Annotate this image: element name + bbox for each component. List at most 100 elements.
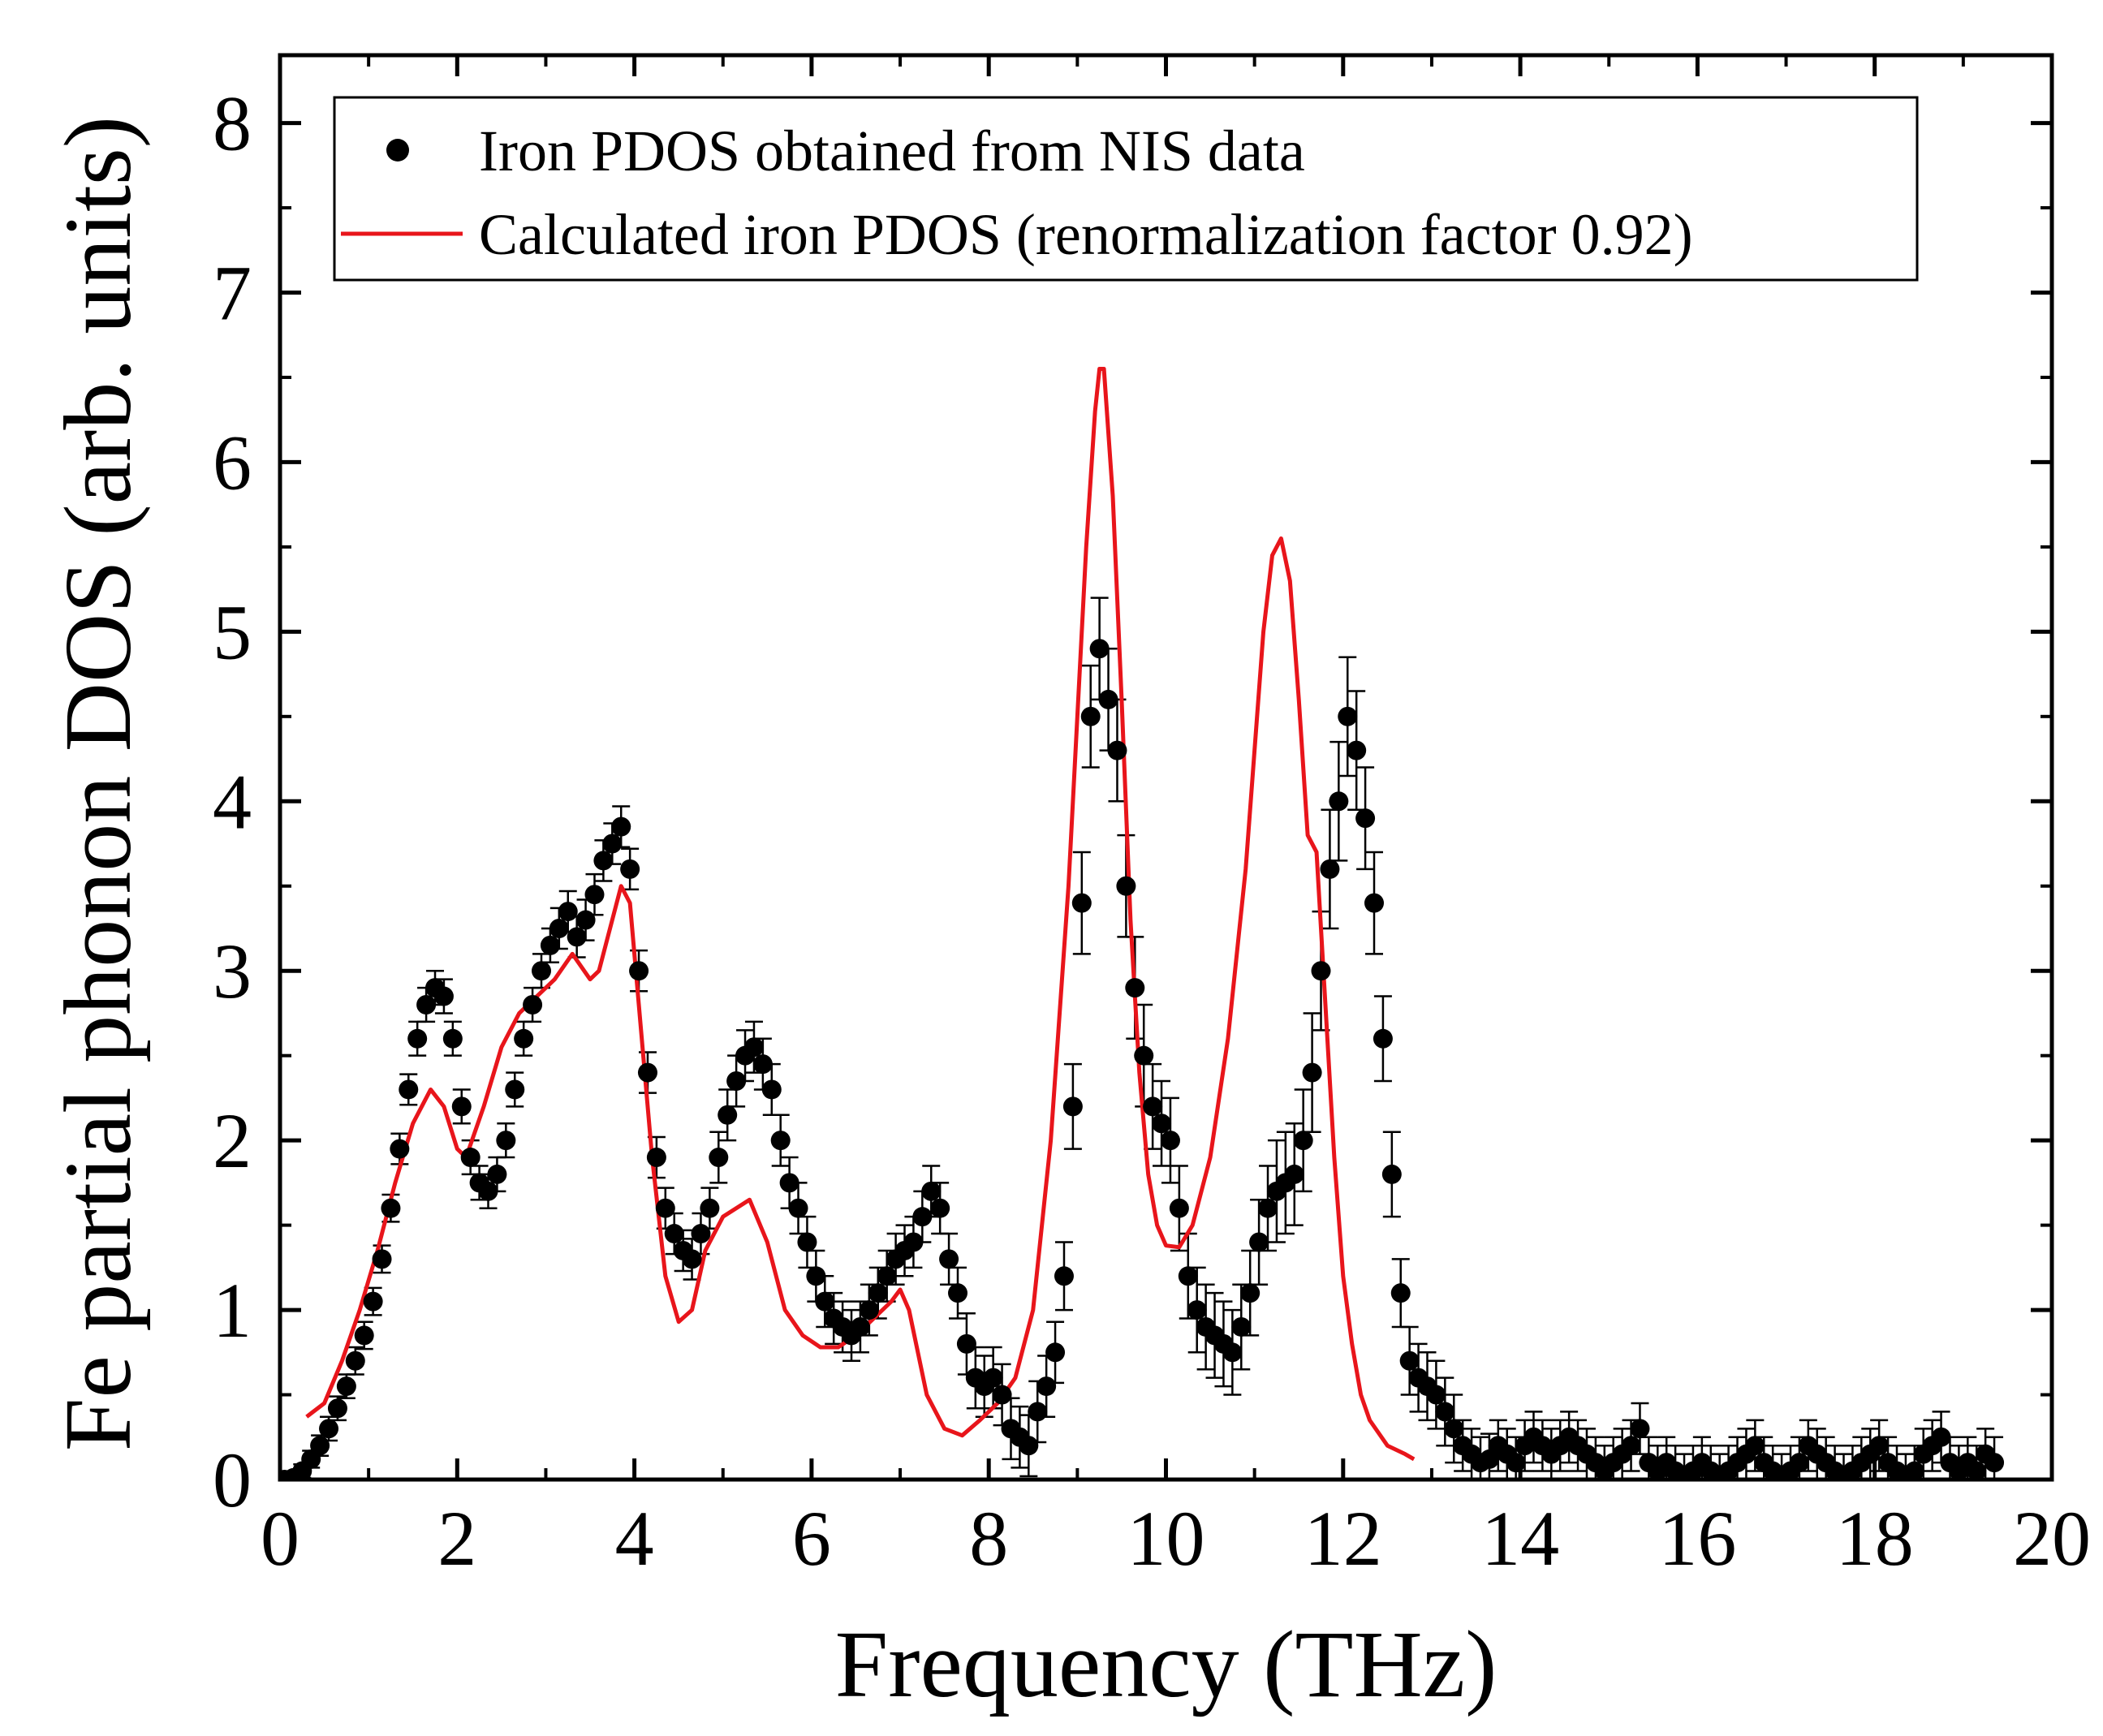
data-point <box>1258 1198 1278 1218</box>
data-point <box>345 1350 365 1371</box>
data-point <box>637 1062 657 1083</box>
data-point <box>1364 893 1385 913</box>
data-point <box>770 1131 791 1151</box>
data-point <box>478 1181 498 1201</box>
data-point <box>868 1283 888 1303</box>
data-point <box>620 859 640 879</box>
data-point <box>549 918 569 938</box>
data-point <box>700 1198 720 1218</box>
data-point <box>567 927 587 947</box>
data-point <box>743 1037 764 1058</box>
data-point <box>451 1096 472 1117</box>
data-point <box>372 1249 392 1269</box>
legend-marker-nis <box>386 139 409 162</box>
data-point <box>593 851 614 871</box>
axis-ticks <box>278 55 2054 1482</box>
data-point <box>1143 1096 1163 1117</box>
data-point <box>442 1028 463 1049</box>
data-point <box>381 1198 401 1218</box>
x-tick-label: 8 <box>969 1495 1008 1582</box>
y-tick-labels: 0 1 2 3 4 5 6 7 8 <box>213 80 252 1523</box>
data-point <box>797 1232 817 1252</box>
data-point <box>726 1071 747 1092</box>
data-point <box>921 1181 942 1201</box>
data-point <box>540 935 560 955</box>
data-point <box>947 1283 967 1303</box>
data-point <box>354 1325 374 1346</box>
data-point <box>1745 1436 1765 1456</box>
data-point <box>655 1198 675 1218</box>
data-point <box>416 995 437 1014</box>
y-tick-label: 6 <box>213 419 252 506</box>
data-point <box>460 1148 481 1168</box>
data-point <box>523 995 543 1014</box>
x-axis-title: Frequency (THz) <box>835 1611 1498 1717</box>
y-tick-label: 1 <box>213 1267 252 1354</box>
legend: Iron PDOS obtained from NIS data Calcula… <box>333 96 1919 282</box>
data-point <box>1036 1376 1057 1397</box>
data-point <box>1435 1402 1455 1422</box>
data-point <box>1347 740 1367 760</box>
data-point <box>611 816 631 837</box>
data-point <box>1019 1436 1039 1456</box>
data-point <box>433 986 454 1006</box>
data-point <box>1089 639 1110 659</box>
data-point <box>815 1291 835 1312</box>
data-point <box>1869 1436 1890 1456</box>
data-point <box>691 1224 711 1244</box>
data-point <box>912 1207 933 1227</box>
data-point <box>1116 876 1136 896</box>
data-point <box>584 885 605 905</box>
x-tick-label: 10 <box>1127 1495 1205 1582</box>
data-point <box>531 961 551 981</box>
data-point <box>1160 1131 1180 1151</box>
data-point <box>1187 1300 1207 1320</box>
data-point <box>1506 1453 1526 1473</box>
data-point <box>1338 706 1358 726</box>
data-point <box>1028 1402 1048 1422</box>
data-point <box>903 1232 924 1252</box>
x-tick-label: 14 <box>1481 1495 1559 1582</box>
x-tick-label: 4 <box>615 1495 654 1582</box>
y-tick-label: 8 <box>213 80 252 167</box>
data-point <box>1071 893 1092 913</box>
legend-box <box>333 96 1919 282</box>
data-point <box>761 1079 782 1100</box>
data-point <box>496 1131 516 1151</box>
data-point <box>859 1300 879 1320</box>
data-point <box>646 1148 666 1168</box>
x-tick-label: 20 <box>2013 1495 2091 1582</box>
data-point <box>682 1249 702 1269</box>
data-point <box>1045 1342 1066 1363</box>
y-axis-title: Fe partial phonon DOS (arb. units) <box>45 116 151 1451</box>
data-point <box>709 1148 729 1168</box>
data-point <box>399 1079 419 1100</box>
data-point <box>1169 1198 1189 1218</box>
data-point <box>779 1173 799 1193</box>
data-points <box>280 639 2005 1480</box>
x-tick-label: 12 <box>1304 1495 1382 1582</box>
data-point <box>664 1224 684 1244</box>
data-point <box>327 1398 347 1419</box>
data-point <box>956 1333 976 1354</box>
data-point <box>487 1164 507 1184</box>
data-point <box>1178 1266 1198 1286</box>
x-tick-labels: 0 2 4 6 8 10 12 14 16 18 20 <box>261 1495 2091 1582</box>
data-point <box>752 1054 773 1075</box>
data-point <box>1355 808 1376 829</box>
legend-label-calculated: Calculated iron PDOS (renormalization fa… <box>479 202 1693 267</box>
data-point <box>1125 978 1145 998</box>
data-point <box>1311 961 1331 981</box>
data-point <box>939 1249 959 1269</box>
data-point <box>1373 1028 1393 1049</box>
data-point <box>1293 1131 1313 1151</box>
data-point <box>575 910 596 930</box>
data-point <box>850 1316 870 1337</box>
data-point <box>1320 859 1340 879</box>
data-point <box>806 1266 826 1286</box>
data-point <box>1399 1350 1420 1371</box>
data-point <box>1630 1419 1650 1439</box>
data-point <box>1967 1461 1987 1480</box>
data-point <box>1931 1427 1951 1447</box>
